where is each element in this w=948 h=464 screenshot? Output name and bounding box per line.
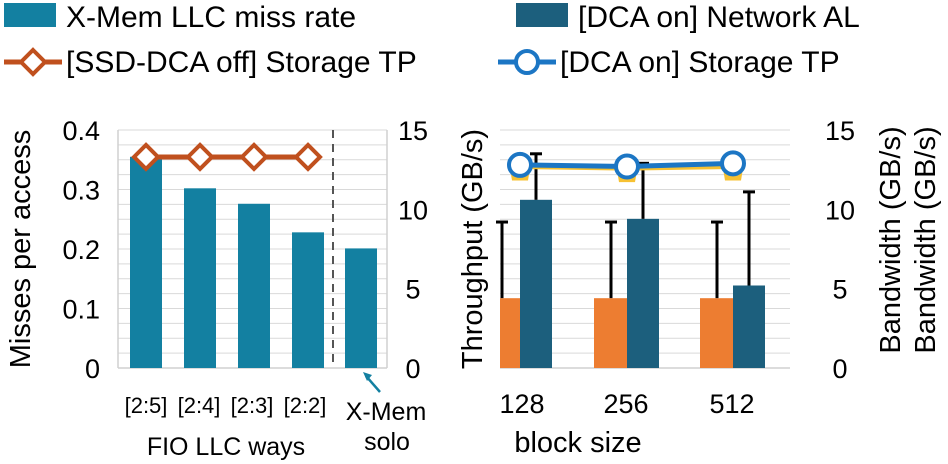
left-y-ticks: 0 0.1 0.2 0.3 0.4 [62, 116, 100, 384]
right-y2-axis-title: Bandwidth (GB/s) [875, 126, 907, 353]
y-tick-label: 0.3 [62, 176, 100, 206]
circle-marker [507, 151, 533, 178]
y2-tick-label: 5 [405, 275, 420, 305]
left-y2-ticks: 0 5 10 15 [398, 116, 428, 384]
bar-network-al [627, 218, 659, 368]
y-tick-label: 0 [85, 354, 100, 384]
circle-marker [614, 153, 640, 180]
bar-network-al [520, 199, 552, 368]
y2-tick-label: 0 [405, 354, 420, 384]
right-panel: 0 5 10 15 128 256 512 block size Bandwidth (G… [496, 116, 942, 459]
diamond-marker [131, 142, 161, 172]
y2-tick-label: 10 [398, 195, 428, 225]
y2-tick-label: 10 [825, 195, 855, 225]
x-tick-label: 256 [603, 389, 648, 419]
y-tick-label: 0.4 [62, 116, 100, 146]
x-tick-label: 512 [709, 389, 754, 419]
x-tick-label: [2:4] [178, 393, 221, 418]
left-x-axis-title: FIO LLC ways [147, 433, 305, 461]
x-tick-label: [2:3] [231, 393, 274, 418]
left-panel: 0 0.1 0.2 0.3 0.4 0 5 10 15 [2:5] [2:4] [2:3] [2:2… [5, 116, 489, 461]
bar-llc-miss-rate [130, 156, 162, 368]
legend-diamond-marker-icon [18, 47, 48, 77]
right-lines [507, 150, 746, 183]
y2-tick-label: 5 [832, 275, 847, 305]
right-x-ticks: 128 256 512 [499, 389, 754, 419]
solo-arrowhead-icon [363, 372, 372, 381]
bar-llc-miss-rate [345, 248, 377, 368]
right-y2-axis-title-repeat: Bandwidth (GB/s) [910, 126, 942, 353]
legend-swatch-network-al [516, 3, 568, 27]
legend-swatch-llc-miss-rate [4, 3, 56, 27]
legend-label-ssd-storage-tp: [SSD-DCA off] Storage TP [66, 46, 417, 79]
legend-label-dca-storage-tp: [DCA on] Storage TP [560, 46, 840, 79]
legend-label-llc-miss-rate: X-Mem LLC miss rate [66, 1, 356, 34]
y-tick-label: 0.2 [62, 235, 100, 265]
y2-tick-label: 0 [832, 354, 847, 384]
right-bars [500, 199, 765, 368]
legend-circle-marker-icon [514, 49, 540, 75]
diamond-marker [293, 142, 323, 172]
x-tick-label: [2:5] [125, 393, 168, 418]
bar-llc-miss-rate [184, 188, 216, 368]
y-tick-label: 0.1 [62, 295, 100, 325]
legend-label-network-al: [DCA on] Network AL [578, 1, 860, 34]
bar-network-al [733, 285, 765, 368]
x-tick-label: 128 [499, 389, 544, 419]
left-storage-tp-line [131, 142, 323, 172]
right-error-bars [496, 152, 755, 299]
bar-orange [700, 298, 734, 368]
circle-marker [720, 150, 746, 177]
legend: X-Mem LLC miss rate [DCA on] Network AL … [4, 1, 860, 79]
left-y2-axis-title: Throughput (GB/s) [457, 129, 489, 369]
left-bars [130, 156, 377, 368]
solo-annotation-line1: X-Mem [346, 398, 427, 426]
diamond-marker [239, 142, 269, 172]
left-x-ticks: [2:5] [2:4] [2:3] [2:2] [125, 393, 327, 418]
diamond-marker [185, 142, 215, 172]
bar-llc-miss-rate [238, 203, 270, 368]
bar-orange [594, 298, 628, 368]
solo-annotation-line2: solo [364, 428, 410, 456]
right-x-axis-title: block size [514, 427, 641, 459]
left-y-axis-title: Misses per access [5, 130, 37, 369]
y2-tick-label: 15 [825, 116, 855, 146]
right-y2-ticks: 0 5 10 15 [825, 116, 855, 384]
bar-llc-miss-rate [292, 232, 324, 368]
x-tick-label: [2:2] [284, 393, 327, 418]
y2-tick-label: 15 [398, 116, 428, 146]
